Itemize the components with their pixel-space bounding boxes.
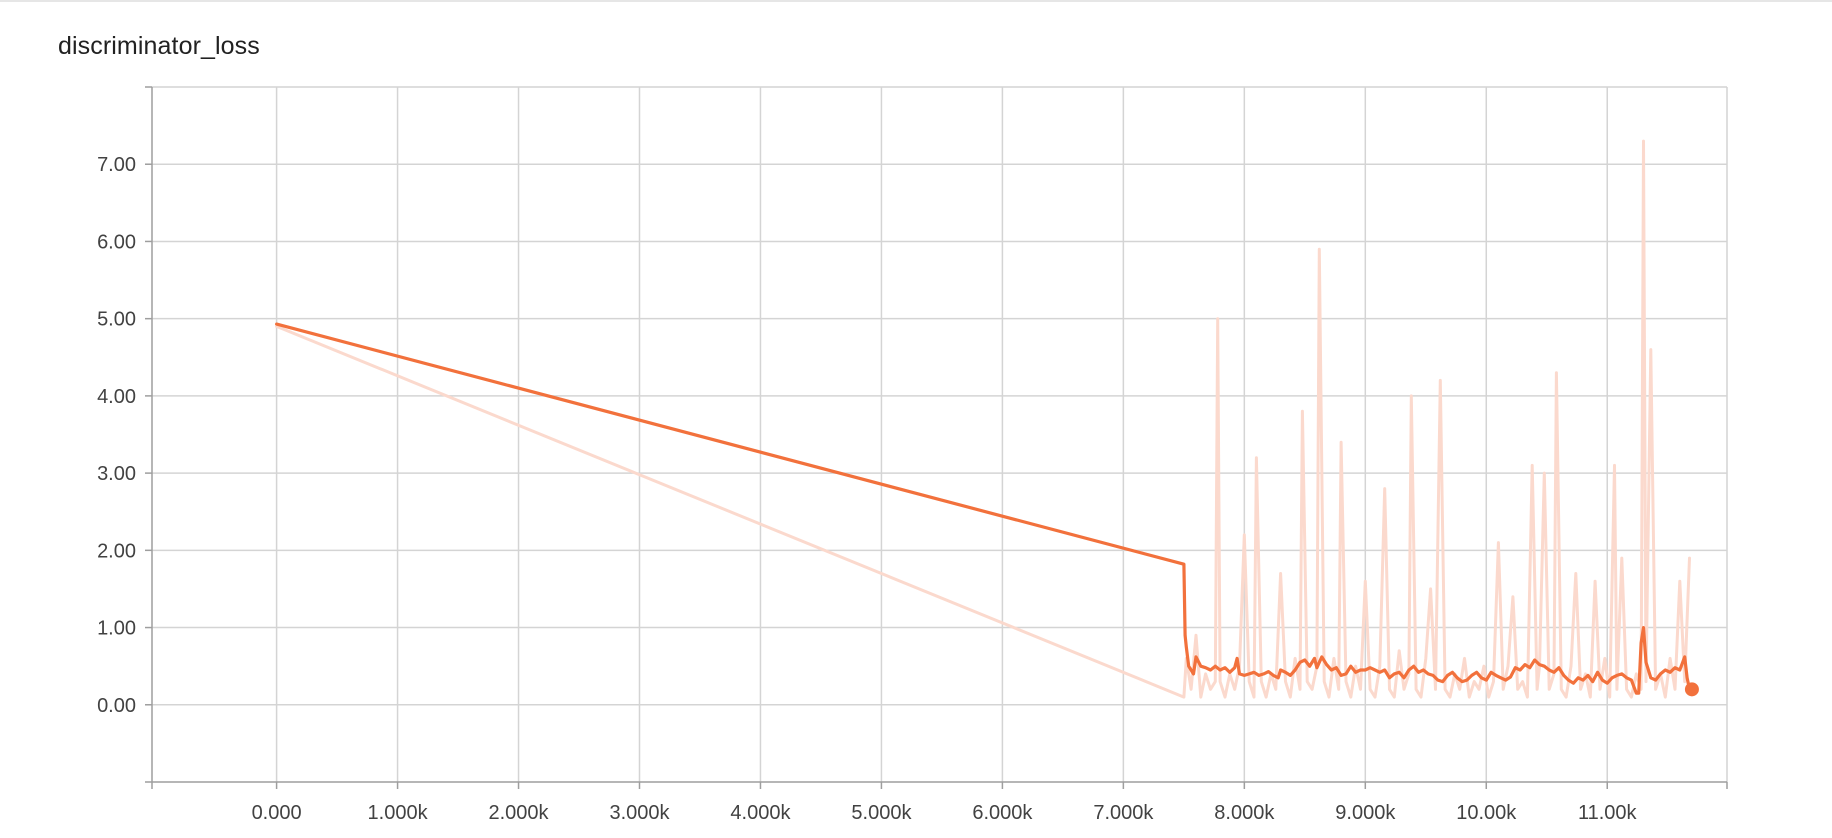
- raw-series-line: [275, 139, 1691, 699]
- y-tick-label: 2.00: [97, 540, 136, 562]
- y-tick-label: 0.00: [97, 695, 136, 717]
- x-tick-label: 3.000k: [609, 802, 670, 824]
- x-tick-label: 9.000k: [1335, 802, 1396, 824]
- x-tick-label: 10.00k: [1456, 802, 1517, 824]
- y-tick-label: 4.00: [97, 386, 136, 408]
- y-tick-label: 5.00: [97, 309, 136, 331]
- y-tick-label: 6.00: [97, 231, 136, 253]
- x-tick-label: 7.000k: [1093, 802, 1154, 824]
- smoothed-series-line: [275, 322, 1692, 695]
- x-tick-label: 6.000k: [972, 802, 1033, 824]
- x-tick-label: 4.000k: [730, 802, 791, 824]
- y-tick-label: 7.00: [97, 154, 136, 176]
- x-tick-label: 1.000k: [368, 802, 429, 824]
- x-tick-label: 8.000k: [1214, 802, 1275, 824]
- x-tick-label: 2.000k: [489, 802, 550, 824]
- y-tick-label: 3.00: [97, 463, 136, 485]
- x-tick-label: 11.00k: [1578, 802, 1638, 824]
- y-tick-label: 1.00: [97, 618, 136, 640]
- x-tick-label: 5.000k: [851, 802, 912, 824]
- last-point-marker: [1684, 682, 1699, 697]
- chart-title: discriminator_loss: [58, 32, 260, 60]
- x-tick-label: 0.000: [252, 802, 302, 824]
